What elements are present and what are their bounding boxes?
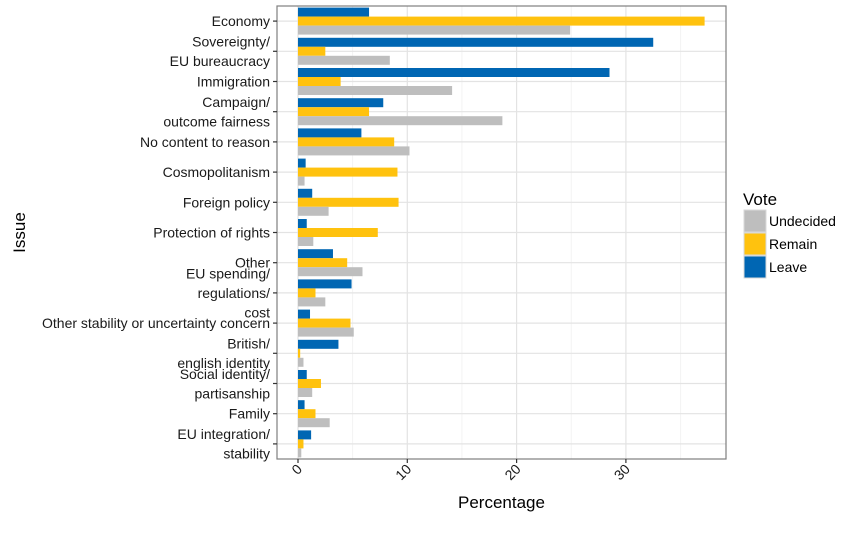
bar-undecided [298,327,354,337]
bar-undecided [298,418,330,428]
bar-undecided [298,357,304,367]
x-axis-title: Percentage [458,493,545,512]
x-axis: 0 10 20 30 [288,459,633,483]
bar-undecided [298,448,302,458]
x-tick-label: 20 [501,461,523,483]
y-tick-label: Immigration [197,74,270,90]
bar-remain [298,228,378,237]
y-axis: Economy Sovereignty/EU bureaucracy Immigra… [42,13,277,462]
x-tick-label: 10 [392,461,414,483]
y-tick-label: Sovereignty/EU bureaucracy [170,34,270,70]
bar-undecided [298,86,453,95]
bar-leave [298,188,313,198]
x-tick-label: 0 [288,461,305,478]
y-tick-label: EU spending/regulations/cost [186,265,270,320]
bar-leave [298,219,307,228]
bar-undecided [298,237,314,246]
bar-undecided [298,55,390,65]
bar-leave [298,370,307,379]
y-tick-label: EU integration/stability [177,426,270,462]
bar-leave [298,98,384,108]
legend-key-undecided [743,209,767,233]
legend-label-leave: Leave [769,259,807,275]
y-axis-title: Issue [10,212,29,253]
y-tick-label: No content to reason [140,134,270,150]
y-tick-label: Cosmopolitanism [163,164,270,180]
bar-leave [298,37,654,47]
bar-remain [298,348,301,358]
legend-label-undecided: Undecided [769,213,836,229]
legend-key-leave [743,255,767,279]
y-tick-label: British/english identity [177,336,270,372]
bar-remain [298,46,326,56]
y-tick-label: Campaign/outcome fairness [163,94,270,130]
bar-undecided [298,25,571,35]
bar-remain [298,197,399,207]
bar-leave [298,430,312,440]
y-tick-label: Other stability or uncertainty concern [42,315,270,331]
bar-undecided [298,206,329,216]
legend: Vote Undecided Remain Leave [743,190,836,279]
bar-undecided [298,297,326,307]
bar-leave [298,7,370,17]
bar-leave [298,309,311,319]
bar-leave [298,158,306,168]
bar-undecided [298,267,363,277]
bar-remain [298,258,348,268]
y-tick-label: Family [229,406,270,422]
bar-remain [298,379,321,388]
x-tick-label: 30 [611,461,633,483]
bar-leave [298,249,333,259]
bars [298,7,705,458]
bar-leave [298,400,305,410]
bar-remain [298,107,370,117]
bar-remain [298,167,398,177]
y-tick-label: Protection of rights [153,225,270,241]
bar-remain [298,439,304,449]
bar-leave [298,279,352,289]
bar-leave [298,68,610,77]
bar-leave [298,339,339,349]
y-tick-label: Other [235,255,270,271]
legend-label-remain: Remain [769,236,817,252]
bar-undecided [298,146,410,156]
bar-remain [298,16,705,26]
y-tick-label: Economy [212,13,270,29]
bar-remain [298,318,351,328]
y-tick-label: Social identity/partisanship [180,366,270,402]
bar-remain [298,77,341,86]
bar-undecided [298,388,313,397]
legend-title: Vote [743,190,777,209]
bar-undecided [298,116,503,126]
bar-remain [298,288,316,298]
bar-leave [298,128,362,138]
legend-key-remain [743,232,767,256]
bar-remain [298,409,316,419]
bar-undecided [298,176,305,186]
bar-remain [298,137,395,147]
y-tick-label: Foreign policy [183,194,270,210]
